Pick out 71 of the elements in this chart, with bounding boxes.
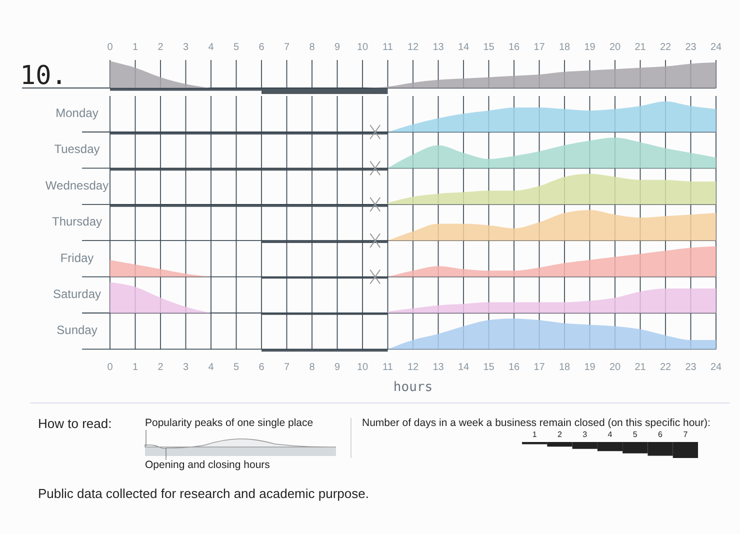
chart-title: Saturday bbox=[52, 287, 102, 301]
chart-title: 10. bbox=[20, 61, 67, 91]
x-tick-label: 23 bbox=[685, 362, 697, 374]
x-tick-label: 3 bbox=[582, 430, 588, 439]
x-axis-title: hours bbox=[393, 380, 433, 396]
x-tick-label: 19 bbox=[584, 42, 596, 53]
x-tick-label: 16 bbox=[508, 42, 520, 53]
x-tick-label: 7 bbox=[683, 430, 688, 439]
text: How to read: bbox=[38, 416, 112, 431]
x-tick-label: 20 bbox=[609, 42, 621, 53]
x-tick-label: 13 bbox=[432, 362, 444, 374]
text: Popularity peaks of one single place bbox=[145, 417, 314, 429]
text: Opening and closing hours bbox=[145, 459, 270, 471]
text: Public data collected for research and academic purpose. bbox=[38, 486, 369, 501]
x-tick-label: 8 bbox=[309, 362, 316, 374]
x-tick-label: 23 bbox=[685, 42, 697, 53]
x-tick-label: 10 bbox=[356, 42, 368, 53]
x-tick-label: 5 bbox=[632, 430, 638, 439]
x-tick-label: 18 bbox=[558, 42, 570, 53]
x-tick-label: 22 bbox=[660, 42, 672, 53]
x-tick-label: 1 bbox=[132, 362, 138, 374]
x-tick-label: 24 bbox=[710, 362, 722, 374]
x-tick-label: 17 bbox=[534, 362, 546, 374]
x-tick-label: 0 bbox=[107, 362, 114, 374]
chart-title: Thursday bbox=[52, 214, 102, 229]
x-tick-label: 16 bbox=[508, 362, 520, 374]
chart-title: Monday bbox=[56, 106, 98, 120]
x-tick-label: 1 bbox=[132, 42, 138, 53]
x-tick-label: 3 bbox=[182, 42, 189, 53]
x-tick-label: 11 bbox=[382, 362, 394, 374]
x-tick-label: 9 bbox=[334, 42, 340, 53]
x-tick-label: 12 bbox=[407, 42, 419, 53]
x-tick-label: 4 bbox=[208, 42, 214, 53]
x-tick-label: 6 bbox=[258, 362, 265, 374]
x-tick-label: 24 bbox=[710, 42, 722, 53]
x-tick-label: 4 bbox=[608, 430, 613, 439]
x-tick-label: 9 bbox=[334, 362, 340, 374]
x-tick-label: 1 bbox=[532, 430, 538, 439]
x-tick-label: 11 bbox=[382, 42, 394, 53]
x-tick-label: 15 bbox=[483, 42, 495, 53]
x-tick-label: 8 bbox=[309, 42, 316, 53]
x-tick-label: 17 bbox=[534, 42, 546, 53]
x-tick-label: 7 bbox=[284, 362, 290, 374]
chart-title: Tuesday bbox=[54, 142, 100, 156]
x-tick-label: 2 bbox=[158, 362, 164, 374]
x-tick-label: 18 bbox=[558, 362, 570, 374]
x-tick-label: 15 bbox=[483, 362, 495, 374]
x-tick-label: 20 bbox=[609, 362, 621, 374]
x-tick-label: 14 bbox=[458, 362, 470, 374]
x-tick-label: 7 bbox=[284, 42, 290, 53]
x-tick-label: 19 bbox=[584, 362, 596, 374]
x-tick-label: 2 bbox=[557, 430, 562, 439]
x-tick-label: 12 bbox=[407, 362, 419, 374]
x-tick-label: 2 bbox=[158, 42, 164, 53]
x-tick-label: 14 bbox=[458, 42, 470, 53]
chart-title: Friday bbox=[60, 250, 94, 265]
x-tick-label: 6 bbox=[258, 42, 265, 53]
x-tick-label: 6 bbox=[658, 430, 664, 439]
x-tick-label: 13 bbox=[432, 42, 444, 53]
x-tick-label: 22 bbox=[660, 362, 672, 374]
x-tick-label: 3 bbox=[182, 362, 189, 374]
x-tick-label: 21 bbox=[634, 362, 646, 374]
chart-title: Sunday bbox=[56, 323, 98, 338]
x-tick-label: 10 bbox=[356, 362, 368, 374]
x-tick-label: 0 bbox=[107, 42, 114, 53]
x-tick-label: 5 bbox=[233, 362, 240, 374]
x-tick-label: 5 bbox=[233, 42, 240, 53]
x-tick-label: 21 bbox=[634, 42, 646, 53]
text: Number of days in a week a business remain closed (on this specific hour): bbox=[362, 417, 710, 429]
chart-title: Wednesday bbox=[45, 178, 109, 192]
x-tick-label: 4 bbox=[208, 362, 214, 374]
